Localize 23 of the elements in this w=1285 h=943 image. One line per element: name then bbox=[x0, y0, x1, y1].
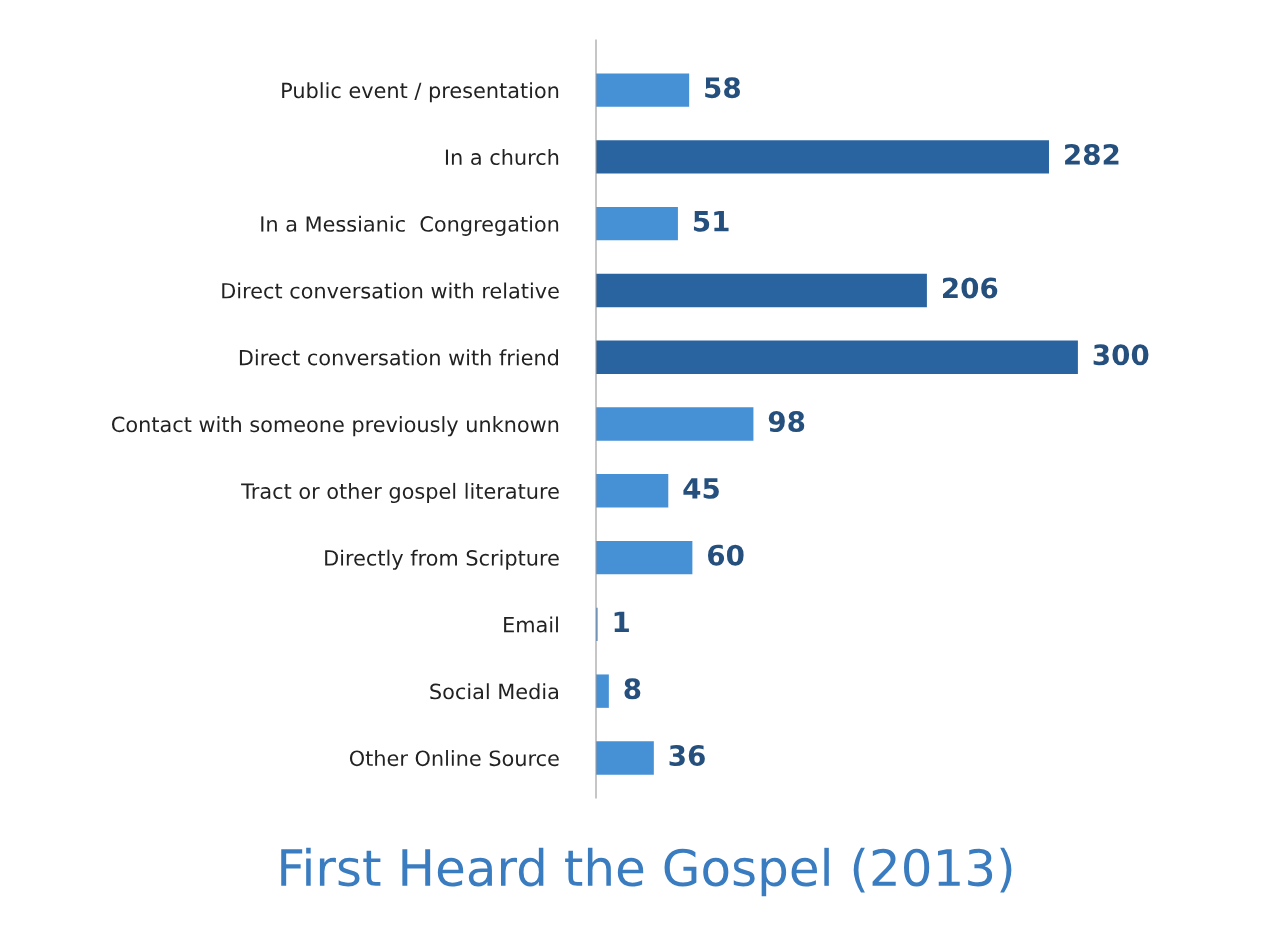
y-tick-label: In a church bbox=[445, 148, 559, 166]
text: First Heard the Gospel (2013) bbox=[281, 847, 1012, 897]
y-tick-label: Email bbox=[504, 616, 558, 633]
data-label: 60 bbox=[707, 544, 744, 566]
data-label: 300 bbox=[1093, 344, 1149, 366]
data-label: 206 bbox=[942, 277, 998, 299]
data-label: 1 bbox=[614, 611, 629, 633]
data-label: 45 bbox=[683, 478, 719, 499]
y-tick-label: Tract or other gospel literature bbox=[241, 482, 559, 504]
data-label: 98 bbox=[768, 411, 805, 433]
y-tick-label: Contact with someone previously unknown bbox=[112, 416, 559, 437]
data-label: 58 bbox=[705, 77, 740, 99]
data-label: 8 bbox=[624, 678, 641, 700]
y-tick-label: In a Messianic Congregation bbox=[261, 215, 559, 236]
y-tick-label: Direct conversation with friend bbox=[239, 349, 558, 366]
data-label: 36 bbox=[669, 744, 705, 766]
y-tick-label: Other Online Source bbox=[349, 750, 559, 767]
y-tick-label: Directly from Scripture bbox=[325, 549, 559, 570]
y-tick-label: Direct conversation with relative bbox=[222, 282, 559, 299]
y-tick-label: Public event / presentation bbox=[282, 82, 559, 103]
data-label: 282 bbox=[1065, 143, 1119, 165]
data-label: 51 bbox=[693, 211, 729, 232]
y-tick-label: Social Media bbox=[430, 683, 558, 700]
